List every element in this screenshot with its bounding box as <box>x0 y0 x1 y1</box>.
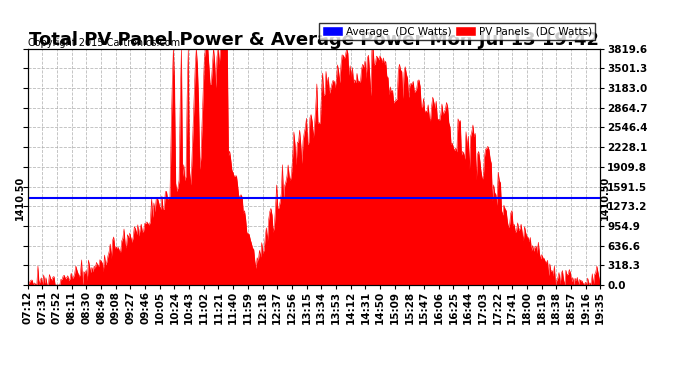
Title: Total PV Panel Power & Average Power Mon Jul 13 19:42: Total PV Panel Power & Average Power Mon… <box>29 31 599 49</box>
Legend: Average  (DC Watts), PV Panels  (DC Watts): Average (DC Watts), PV Panels (DC Watts) <box>319 23 595 40</box>
Text: 1410.50: 1410.50 <box>600 176 610 220</box>
Text: Copyright 2015 Cartronics.com: Copyright 2015 Cartronics.com <box>28 38 179 48</box>
Text: 1410.50: 1410.50 <box>14 176 25 220</box>
